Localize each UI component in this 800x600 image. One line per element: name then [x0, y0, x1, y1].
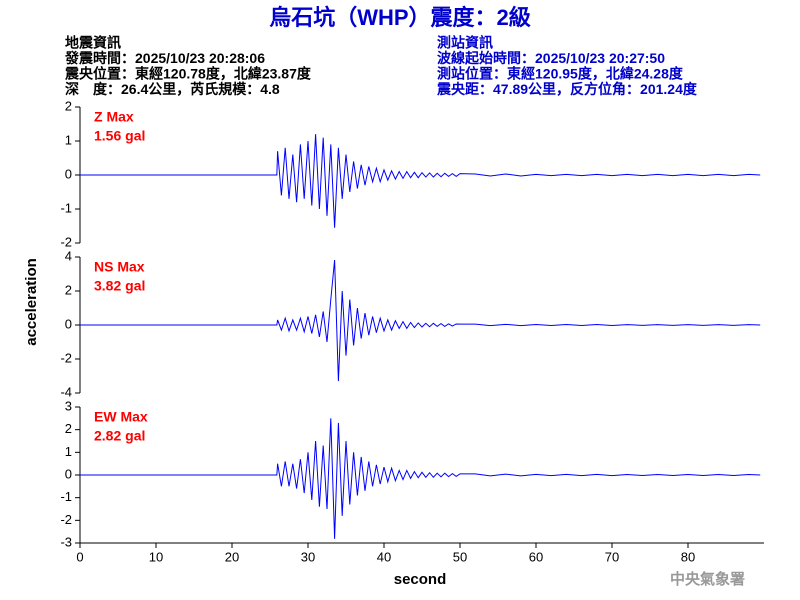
- y-tick-label: -2: [60, 234, 72, 249]
- x-tick-label: 30: [301, 549, 315, 564]
- info-left: 深 度：26.4公里，芮氏規模：4.8: [65, 81, 280, 97]
- waveform: [80, 260, 761, 382]
- series-max: 2.82 gal: [94, 428, 145, 444]
- series-max: 3.82 gal: [94, 278, 145, 294]
- x-tick-label: 60: [529, 549, 543, 564]
- info-right: 測站資訊: [437, 35, 493, 51]
- x-tick-label: 40: [377, 549, 391, 564]
- y-tick-label: 1: [65, 444, 72, 459]
- chart-title: 烏石坑（WHP）震度：2級: [269, 5, 531, 30]
- y-tick-label: 4: [65, 248, 72, 263]
- info-left: 地震資訊: [65, 35, 121, 51]
- series-name: NS Max: [94, 259, 145, 275]
- y-tick-label: -3: [60, 534, 72, 549]
- footer: 中央氣象署: [670, 570, 745, 588]
- y-tick-label: -1: [60, 489, 72, 504]
- series-name: EW Max: [94, 409, 148, 425]
- waveform: [80, 134, 761, 228]
- info-left: 發震時間：2025/10/23 20:28:06: [64, 50, 265, 66]
- info-right: 震央距：47.89公里，反方位角：201.24度: [436, 81, 698, 97]
- x-tick-label: 80: [681, 549, 695, 564]
- x-axis-label: second: [394, 571, 447, 588]
- x-tick-label: 20: [225, 549, 239, 564]
- y-tick-label: 3: [65, 398, 72, 413]
- y-tick-label: 2: [65, 98, 72, 113]
- y-tick-label: 0: [65, 166, 72, 181]
- y-axis-label: acceleration: [23, 258, 40, 346]
- y-tick-label: 2: [65, 282, 72, 297]
- x-tick-label: 70: [605, 549, 619, 564]
- y-tick-label: -4: [60, 384, 72, 399]
- y-tick-label: 0: [65, 466, 72, 481]
- info-right: 波線起始時間：2025/10/23 20:27:50: [437, 50, 665, 66]
- series-max: 1.56 gal: [94, 128, 145, 144]
- x-tick-label: 50: [453, 549, 467, 564]
- x-tick-label: 10: [149, 549, 163, 564]
- info-right: 測站位置：東經120.95度，北緯24.28度: [437, 66, 684, 82]
- waveform: [80, 418, 761, 539]
- y-tick-label: -2: [60, 350, 72, 365]
- x-tick-label: 0: [76, 549, 83, 564]
- y-tick-label: 0: [65, 316, 72, 331]
- series-name: Z Max: [94, 109, 134, 125]
- y-tick-label: 1: [65, 132, 72, 147]
- y-tick-label: -1: [60, 200, 72, 215]
- y-tick-label: -2: [60, 512, 72, 527]
- info-left: 震央位置：東經120.78度，北緯23.87度: [64, 66, 312, 82]
- y-tick-label: 2: [65, 421, 72, 436]
